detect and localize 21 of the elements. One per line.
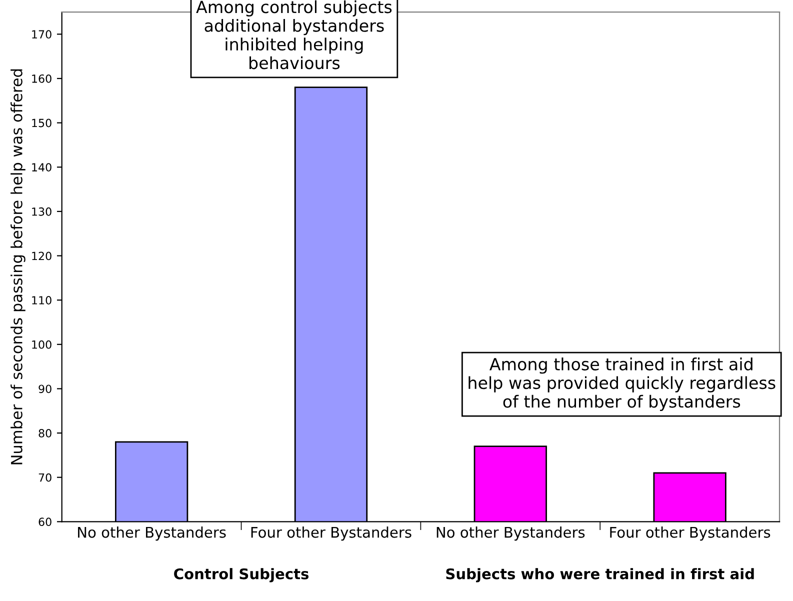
y-axis-title: Number of seconds passing before help was offered [10, 69, 26, 464]
x-tick-label: Four other Bystanders [610, 526, 770, 541]
y-tick-label: 70 [38, 473, 52, 482]
y-tick-label: 110 [32, 296, 52, 304]
x-tick-label: Four other Bystanders [251, 526, 412, 541]
x-tick-label: No other Bystanders [78, 526, 226, 541]
text: Subjects who were trained in first aid [446, 568, 754, 582]
annotation: Among those trained in first aid help was provided quickly regardless of the number of bystanders [468, 358, 776, 412]
x-tick-label: No other Bystanders [436, 526, 585, 541]
y-tick-label: 170 [32, 30, 52, 39]
y-tick-label: 100 [32, 340, 52, 349]
y-tick-label: 140 [32, 163, 52, 172]
y-tick-label: 120 [32, 252, 52, 260]
y-tick-label: 80 [38, 429, 52, 438]
y-tick-label: 60 [38, 518, 52, 526]
y-tick-label: 160 [32, 74, 52, 83]
text: Control Subjects [174, 568, 309, 582]
y-tick-label: 130 [32, 207, 52, 216]
y-tick-label: 90 [38, 384, 52, 394]
annotation: Among control subjects additional bystanders inhibited helping behaviours [196, 0, 392, 70]
y-tick-label: 150 [32, 118, 52, 128]
